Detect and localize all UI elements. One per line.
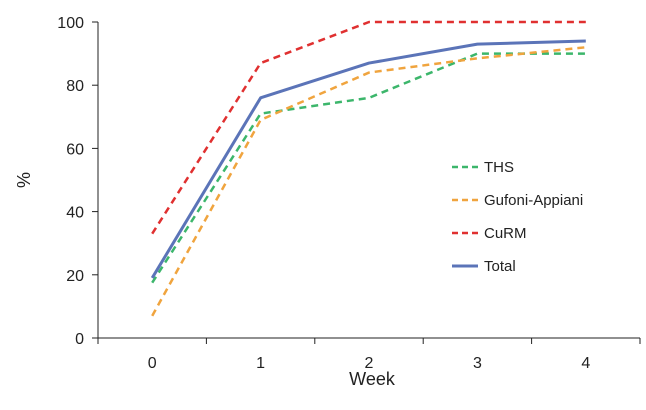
y-tick-label: 20 xyxy=(66,268,84,285)
y-tick-label: 80 xyxy=(66,78,84,95)
x-tick-label: 0 xyxy=(148,355,157,372)
y-axis-title: % xyxy=(14,172,34,188)
series-line-ths xyxy=(151,52,586,284)
legend: THS Gufoni-Appiani CuRM Total xyxy=(452,159,583,275)
legend-label-total: Total xyxy=(484,258,516,275)
axes: 0 20 40 60 80 100 0 1 2 3 4 xyxy=(57,15,641,372)
series-line-total xyxy=(150,39,586,279)
legend-label-gufoni-appiani: Gufoni-Appiani xyxy=(484,192,583,209)
y-tick-label: 0 xyxy=(75,331,84,348)
x-tick-label: 2 xyxy=(365,355,374,372)
x-axis-title: Week xyxy=(349,369,396,389)
series-layer xyxy=(150,20,586,317)
legend-label-curm: CuRM xyxy=(484,225,527,242)
y-tick-label: 40 xyxy=(66,205,84,222)
legend-label-ths: THS xyxy=(484,159,514,176)
y-tick-label: 100 xyxy=(57,15,84,32)
x-tick-label: 3 xyxy=(473,355,482,372)
x-tick-label: 4 xyxy=(581,355,590,372)
y-tick-label: 60 xyxy=(66,141,84,158)
x-tick-label: 1 xyxy=(256,355,265,372)
